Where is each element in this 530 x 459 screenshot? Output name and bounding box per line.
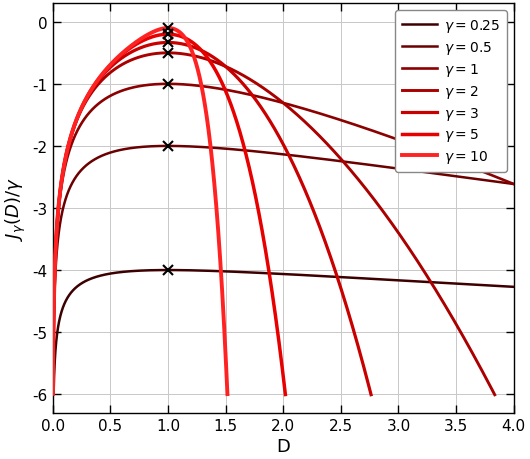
$\gamma = $2 <box>275 97 281 102</box>
$\gamma = $2 <box>165 51 171 56</box>
$\gamma = $0.25 <box>510 285 517 290</box>
Line: $\gamma = $0.5: $\gamma = $0.5 <box>53 146 514 391</box>
$\gamma = $10 <box>147 31 154 37</box>
$\gamma = $1 <box>286 102 292 108</box>
$\gamma = $2 <box>253 81 259 87</box>
$\gamma = $5 <box>282 392 288 397</box>
$\gamma = $5 <box>65 143 72 149</box>
$\gamma = $1 <box>50 391 56 397</box>
$\gamma = $1 <box>72 134 78 139</box>
Y-axis label: $J_{\gamma}(D)/\gamma$: $J_{\gamma}(D)/\gamma$ <box>4 177 29 240</box>
$\gamma = $3 <box>368 392 374 397</box>
$\gamma = $3 <box>238 79 244 85</box>
$\gamma = $0.25 <box>65 295 71 300</box>
Line: $\gamma = $3: $\gamma = $3 <box>53 44 371 395</box>
$\gamma = $3 <box>50 391 56 397</box>
$\gamma = $3 <box>97 77 103 82</box>
$\gamma = $10 <box>142 34 148 40</box>
Legend: $\gamma = $0.25, $\gamma = $0.5, $\gamma = $1, $\gamma = $2, $\gamma = $3, $\gam: $\gamma = $0.25, $\gamma = $0.5, $\gamma… <box>395 11 507 173</box>
$\gamma = $2 <box>259 85 266 91</box>
$\gamma = $10 <box>121 50 128 55</box>
$\gamma = $1 <box>74 129 80 135</box>
$\gamma = $0.25 <box>297 273 304 278</box>
$\gamma = $0.25 <box>268 271 274 276</box>
$\gamma = $3 <box>187 44 193 50</box>
$\gamma = $0.5 <box>384 165 391 171</box>
$\gamma = $1 <box>351 123 357 128</box>
$\gamma = $0.5 <box>375 164 382 169</box>
$\gamma = $3 <box>267 120 273 125</box>
$\gamma = $3 <box>124 53 130 58</box>
$\gamma = $10 <box>75 113 82 118</box>
$\gamma = $5 <box>102 68 109 74</box>
Line: $\gamma = $0.25: $\gamma = $0.25 <box>54 270 514 393</box>
$\gamma = $10 <box>165 26 171 32</box>
$\gamma = $0.25 <box>165 268 171 273</box>
Line: $\gamma = $2: $\gamma = $2 <box>53 54 494 395</box>
$\gamma = $5 <box>50 391 56 397</box>
X-axis label: D: D <box>276 437 290 455</box>
$\gamma = $10 <box>50 391 56 397</box>
$\gamma = $0.25 <box>119 269 126 275</box>
$\gamma = $1 <box>165 82 171 87</box>
$\gamma = $5 <box>131 44 137 49</box>
$\gamma = $1 <box>510 182 517 187</box>
$\gamma = $0.5 <box>168 144 174 149</box>
$\gamma = $0.5 <box>113 149 119 154</box>
$\gamma = $0.25 <box>257 270 263 276</box>
$\gamma = $2 <box>50 391 56 397</box>
$\gamma = $0.5 <box>103 152 110 157</box>
$\gamma = $5 <box>250 182 256 188</box>
$\gamma = $0.5 <box>366 162 372 168</box>
$\gamma = $3 <box>165 41 171 46</box>
$\gamma = $2 <box>400 237 406 242</box>
$\gamma = $5 <box>165 33 171 38</box>
$\gamma = $10 <box>104 66 111 71</box>
$\gamma = $0.25 <box>50 391 57 396</box>
Line: $\gamma = $10: $\gamma = $10 <box>53 29 227 394</box>
$\gamma = $0.5 <box>50 388 56 394</box>
$\gamma = $2 <box>52 261 58 266</box>
$\gamma = $2 <box>491 392 498 397</box>
$\gamma = $5 <box>88 88 94 93</box>
$\gamma = $10 <box>224 392 231 397</box>
$\gamma = $2 <box>217 62 224 68</box>
Line: $\gamma = $1: $\gamma = $1 <box>53 84 514 394</box>
$\gamma = $0.5 <box>165 144 171 149</box>
$\gamma = $1 <box>209 85 215 91</box>
$\gamma = $5 <box>227 100 233 105</box>
$\gamma = $10 <box>119 51 126 57</box>
$\gamma = $0.5 <box>510 182 517 187</box>
Line: $\gamma = $5: $\gamma = $5 <box>53 35 285 395</box>
$\gamma = $0.25 <box>198 268 204 274</box>
$\gamma = $1 <box>183 83 189 88</box>
$\gamma = $3 <box>163 41 169 46</box>
